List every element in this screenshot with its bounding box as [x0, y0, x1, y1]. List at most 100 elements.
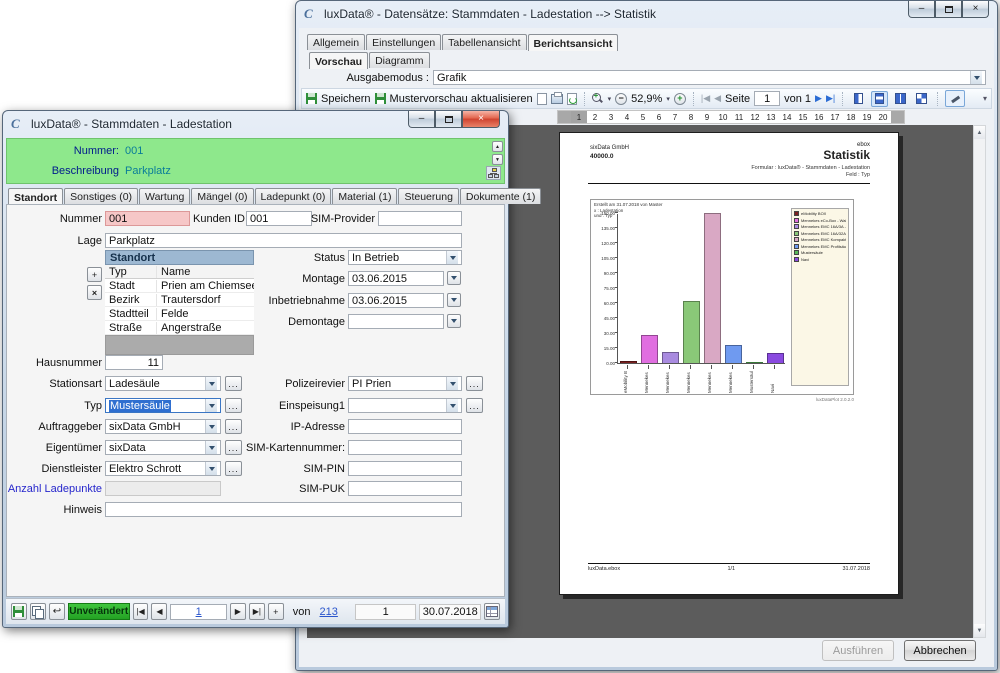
page-number[interactable]: 14	[782, 112, 792, 122]
dienstleister-select[interactable]: Elektro Schrott	[105, 461, 221, 476]
chevron-down-icon[interactable]	[205, 377, 217, 390]
last-record-button[interactable]: ▶|	[248, 603, 265, 620]
table-row[interactable]: Bezirk Trautersdorf	[105, 293, 254, 307]
hierarchy-icon[interactable]	[486, 166, 501, 180]
zoom-in-circle-icon[interactable]: +	[673, 92, 686, 105]
zoom-out-circle-icon[interactable]: −	[615, 92, 628, 105]
tab-ladepunkt[interactable]: Ladepunkt (0)	[254, 188, 332, 204]
tab-berichtsansicht[interactable]: Berichtsansicht	[527, 34, 619, 51]
stationsart-browse-button[interactable]: ...	[225, 376, 242, 391]
undo-button[interactable]: ↩	[48, 603, 65, 620]
page-number[interactable]: 4	[624, 112, 630, 122]
back-titlebar[interactable]: C luxData® - Datensätze: Stammdaten - La…	[296, 1, 997, 27]
auftraggeber-select[interactable]: sixData GmbH	[105, 419, 221, 434]
page-number-input[interactable]: 1	[754, 91, 781, 106]
tab-maengel[interactable]: Mängel (0)	[191, 188, 254, 204]
lage-field[interactable]: Parkplatz	[105, 233, 462, 248]
record-number-value[interactable]: 1	[195, 605, 202, 618]
tab-dokumente[interactable]: Dokumente (1)	[459, 188, 542, 204]
minimize-button[interactable]: –	[408, 111, 435, 128]
next-page-icon[interactable]: ▶	[815, 93, 822, 103]
reload-document-icon[interactable]	[566, 92, 577, 105]
page-number[interactable]: 1	[571, 111, 587, 123]
zoom-level-dropdown-icon[interactable]: ▾	[666, 95, 670, 103]
view-fit-page-icon[interactable]	[871, 90, 889, 107]
demontage-datepicker-icon[interactable]	[447, 314, 461, 328]
chevron-down-icon[interactable]	[205, 420, 217, 433]
page-number[interactable]: 16	[814, 112, 824, 122]
table-row[interactable]: Straße Angerstraße	[105, 321, 254, 335]
page-number[interactable]: 13	[766, 112, 776, 122]
dienstleister-browse-button[interactable]: ...	[225, 461, 242, 476]
typ-browse-button[interactable]: ...	[225, 398, 242, 413]
refresh-preview-button[interactable]: Mustervorschau aktualisieren	[389, 92, 533, 105]
total-records-link[interactable]: 213	[319, 605, 338, 618]
demontage-field[interactable]	[348, 314, 444, 329]
first-page-icon[interactable]: |◀	[700, 93, 711, 103]
tab-steuerung[interactable]: Steuerung	[398, 188, 459, 204]
tab-einstellungen[interactable]: Einstellungen	[366, 34, 442, 50]
view-single-page-icon[interactable]	[850, 91, 867, 107]
subtab-vorschau[interactable]: Vorschau	[309, 52, 369, 69]
scroll-down-icon[interactable]: ▼	[974, 624, 985, 637]
close-button[interactable]: ×	[462, 111, 500, 128]
sim-kartennummer-field[interactable]	[348, 440, 462, 455]
montage-field[interactable]: 03.06.2015	[348, 271, 444, 286]
data-grid-button[interactable]	[484, 603, 501, 620]
delete-location-button[interactable]: ×	[87, 285, 102, 300]
page-number[interactable]: 8	[688, 112, 694, 122]
toolbar-overflow-icon[interactable]: ▾	[982, 94, 987, 103]
hinweis-field[interactable]	[105, 502, 462, 517]
page-number[interactable]: 15	[798, 112, 808, 122]
eigentuemer-select[interactable]: sixData	[105, 440, 221, 455]
zoom-in-icon[interactable]	[591, 91, 604, 105]
scroll-up-icon[interactable]: ▲	[974, 126, 985, 139]
ausgabemodus-select[interactable]: Grafik	[433, 70, 986, 85]
prev-page-icon[interactable]: ◀	[714, 93, 722, 103]
chevron-down-icon[interactable]	[970, 71, 982, 84]
print-icon[interactable]	[550, 91, 563, 104]
einspeisung1-browse-button[interactable]: ...	[466, 398, 483, 413]
inbetriebnahme-datepicker-icon[interactable]	[447, 293, 461, 307]
chevron-down-icon[interactable]	[446, 399, 458, 412]
tab-allgemein[interactable]: Allgemein	[307, 34, 366, 50]
front-titlebar[interactable]: C luxData® - Stammdaten - Ladestation	[3, 111, 508, 137]
hausnummer-field[interactable]: 11	[105, 355, 163, 370]
page-number[interactable]: 9	[704, 112, 710, 122]
ausfuehren-button[interactable]: Ausführen	[822, 640, 894, 661]
standort-table[interactable]: Standort Typ Name Stadt Prien am Chiemsee…	[105, 250, 254, 335]
save-button[interactable]: Speichern	[321, 92, 371, 105]
close-button[interactable]: ×	[962, 1, 989, 18]
page-number[interactable]: 18	[846, 112, 856, 122]
tab-standort[interactable]: Standort	[8, 188, 64, 205]
view-two-pages-icon[interactable]	[892, 91, 909, 107]
page-number[interactable]: 7	[672, 112, 678, 122]
table-row[interactable]: Stadtteil Felde	[105, 307, 254, 321]
page-number[interactable]: 10	[718, 112, 728, 122]
tab-material[interactable]: Material (1)	[332, 188, 398, 204]
typ-select[interactable]: Mustersäule	[105, 398, 221, 413]
stationsart-select[interactable]: Ladesäule	[105, 376, 221, 391]
chevron-down-icon[interactable]	[446, 377, 458, 390]
page-number[interactable]: 6	[656, 112, 662, 122]
first-record-button[interactable]: |◀	[132, 603, 149, 620]
ip-adresse-field[interactable]	[348, 419, 462, 434]
polizeirevier-select[interactable]: PI Prien	[348, 376, 462, 391]
kunden-id-field[interactable]: 001	[246, 211, 312, 226]
zoom-level[interactable]: 52,9%	[631, 92, 663, 105]
next-record-button[interactable]: ▶	[229, 603, 246, 620]
copy-record-button[interactable]	[29, 603, 46, 620]
chevron-down-icon[interactable]	[205, 441, 217, 454]
status-select[interactable]: In Betrieb	[348, 250, 462, 265]
tab-sonstiges[interactable]: Sonstiges (0)	[64, 188, 139, 204]
inbetriebnahme-field[interactable]: 03.06.2015	[348, 293, 444, 308]
chevron-down-icon[interactable]	[446, 251, 458, 264]
minimize-button[interactable]: –	[908, 1, 935, 18]
chevron-down-icon[interactable]	[205, 462, 217, 475]
page-number[interactable]: 5	[640, 112, 646, 122]
einspeisung1-select[interactable]	[348, 398, 462, 413]
table-row[interactable]: Stadt Prien am Chiemsee	[105, 279, 254, 293]
page-number[interactable]: 11	[734, 112, 744, 122]
page-number[interactable]: 2	[592, 112, 598, 122]
new-document-icon[interactable]	[536, 92, 547, 105]
